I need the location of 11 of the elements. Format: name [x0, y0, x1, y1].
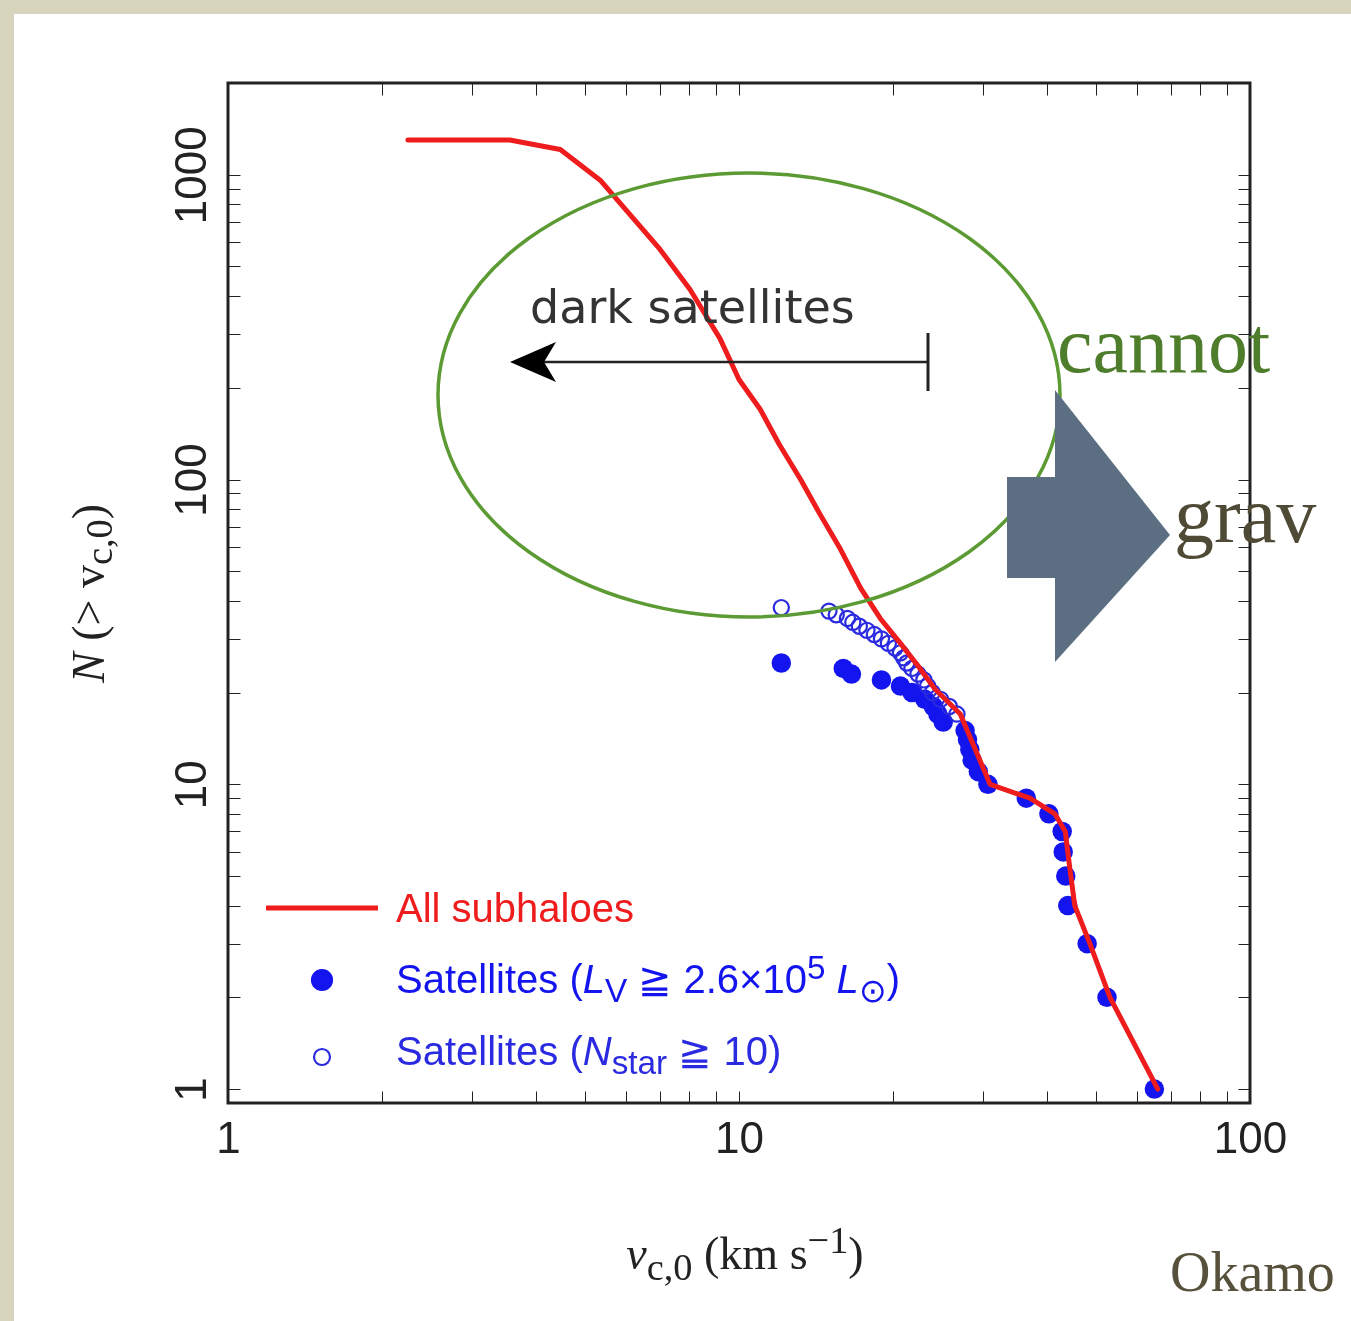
- legend-label: Satellites (N$_{star}$ ≧ 10): [396, 1028, 782, 1084]
- text: Okamo: [1170, 1240, 1335, 1304]
- x-tick-label: 10: [715, 1112, 764, 1162]
- y-tick-label: 1000: [165, 126, 215, 225]
- y-tick-label: 10: [165, 760, 215, 810]
- x-tick-label: 100: [1213, 1112, 1288, 1162]
- y-tick-label: 1: [165, 1077, 215, 1102]
- x-axis-title: v$_{c,0}$ (km s$^{−1}$): [626, 1219, 864, 1288]
- legend-label: Satellites (L$_{V}$ ≧ 2.6×10$^{5}$ L$_{⊙}$): [396, 948, 901, 1012]
- y-tick-label: 100: [165, 443, 215, 517]
- legend-label: All subhaloes: [396, 885, 634, 932]
